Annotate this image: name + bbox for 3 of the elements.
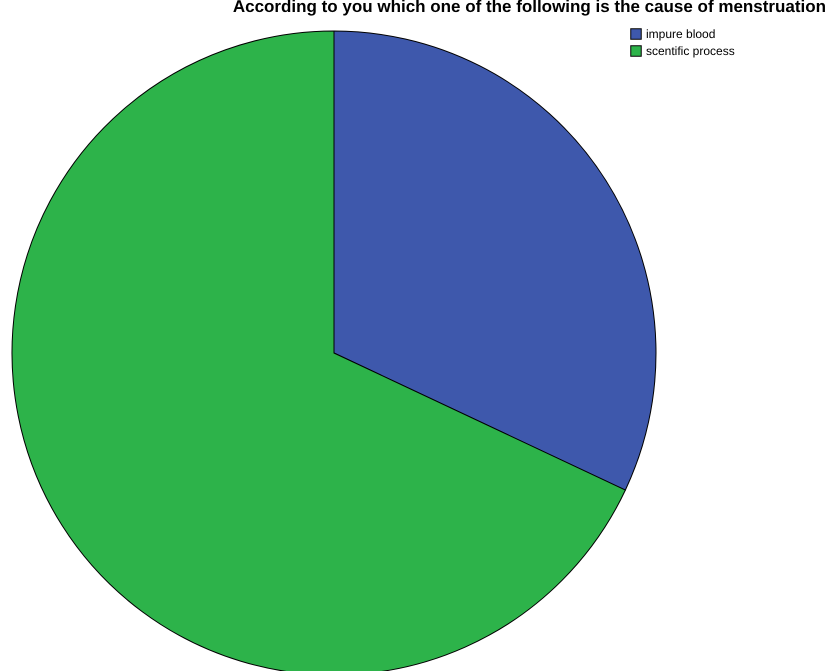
legend-label: impure blood <box>646 27 716 41</box>
legend-label: scentific process <box>646 44 735 58</box>
chart-title: According to you which one of the following is the cause of menstruation <box>232 0 826 16</box>
